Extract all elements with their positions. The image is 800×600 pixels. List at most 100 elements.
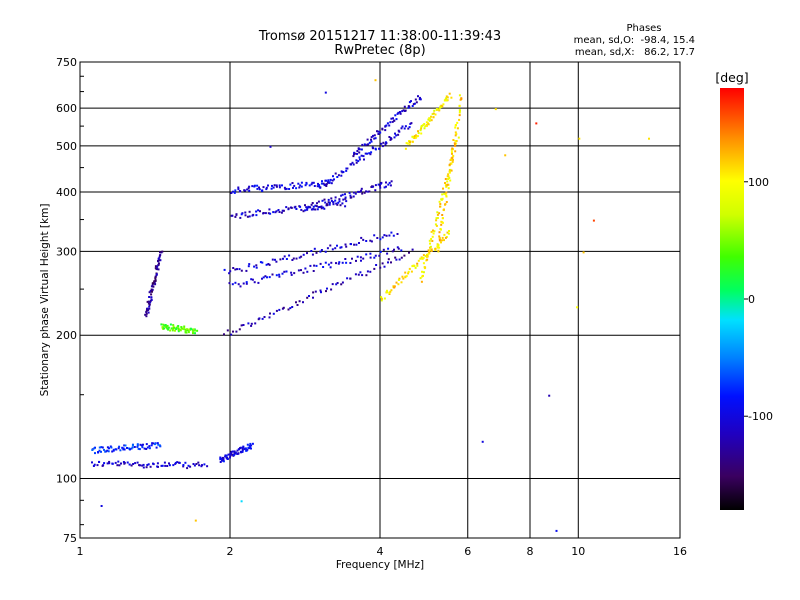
trace-point — [269, 312, 271, 315]
trace-point — [332, 201, 335, 204]
trace-point — [187, 464, 190, 467]
trace-point — [384, 143, 387, 146]
trace-point — [406, 142, 409, 145]
trace-point — [122, 447, 125, 450]
trace-point — [128, 448, 131, 451]
trace-point — [322, 266, 325, 268]
trace-point — [456, 127, 459, 130]
trace-point — [275, 274, 278, 277]
trace-point — [369, 239, 372, 242]
trace-point — [138, 448, 141, 451]
trace-point — [239, 447, 241, 450]
trace-point — [267, 184, 269, 187]
trace-point — [316, 202, 318, 205]
trace-point — [450, 162, 453, 165]
trace-point — [148, 305, 151, 308]
trace-point — [322, 206, 325, 209]
trace-point — [250, 447, 252, 450]
trace-point — [246, 215, 249, 218]
trace-point — [302, 253, 305, 256]
trace-point — [251, 185, 254, 188]
trace-point — [293, 272, 296, 275]
trace-point — [354, 273, 357, 276]
trace-point — [420, 257, 423, 260]
trace-point — [154, 278, 157, 281]
trace-point — [439, 205, 441, 208]
trace-point — [308, 184, 311, 187]
trace-point — [393, 136, 396, 139]
trace-point — [189, 465, 192, 468]
trace-point — [459, 109, 461, 112]
trace-point — [368, 152, 371, 155]
trace-point — [386, 122, 389, 125]
sporadic-point — [481, 440, 484, 443]
trace-point — [313, 264, 316, 267]
trace-point — [400, 256, 403, 259]
trace-point — [149, 301, 152, 304]
trace-point — [420, 132, 423, 135]
trace-point — [255, 264, 258, 267]
trace-point — [233, 191, 236, 194]
trace-point — [93, 463, 96, 466]
trace-point — [345, 245, 348, 248]
trace-point — [434, 249, 437, 251]
x-tick-label: 4 — [377, 545, 384, 558]
trace-point — [388, 234, 391, 237]
trace-point — [353, 243, 356, 246]
trace-point — [349, 262, 352, 264]
trace-point — [370, 140, 373, 143]
trace-point — [163, 327, 165, 330]
trace-point — [414, 98, 417, 101]
trace-point — [244, 211, 247, 214]
trace-point — [269, 212, 272, 215]
trace-point — [372, 134, 374, 137]
trace-point — [340, 194, 343, 197]
trace-point — [232, 190, 234, 193]
trace-point — [232, 267, 235, 269]
trace-point — [247, 265, 250, 268]
trace-point — [198, 464, 201, 467]
trace-point — [98, 446, 101, 449]
trace-point — [160, 323, 163, 326]
trace-point — [278, 273, 281, 276]
trace-point — [156, 265, 159, 268]
trace-point — [389, 290, 392, 293]
trace-point — [416, 135, 419, 138]
trace-point — [384, 129, 387, 132]
trace-point — [116, 464, 119, 467]
trace-point — [312, 205, 315, 208]
trace-point — [320, 291, 322, 294]
trace-point — [361, 274, 364, 277]
trace-point — [159, 259, 162, 262]
trace-point — [324, 250, 327, 253]
trace-point — [278, 184, 281, 187]
trace-point — [405, 275, 408, 278]
trace-point — [397, 279, 400, 281]
trace-point — [230, 450, 233, 453]
trace-point — [101, 446, 104, 449]
trace-point — [136, 444, 139, 447]
trace-point — [239, 285, 242, 288]
trace-point — [365, 190, 367, 193]
trace-point — [306, 296, 309, 299]
trace-point — [442, 187, 444, 190]
trace-point — [411, 140, 414, 143]
trace-point — [427, 123, 430, 126]
trace-point — [454, 131, 457, 134]
trace-point — [180, 327, 183, 330]
trace-point — [261, 189, 264, 192]
trace-point — [411, 105, 414, 107]
trace-point — [388, 293, 391, 295]
trace-point — [316, 208, 319, 211]
trace-point — [358, 151, 361, 154]
trace-point — [159, 444, 161, 447]
y-tick-label: 75 — [63, 532, 77, 545]
trace-point — [249, 445, 252, 448]
trace-point — [352, 195, 355, 198]
chart-title: Tromsø 20151217 11:38:00-11:39:43 — [258, 29, 501, 44]
trace-point — [380, 181, 383, 184]
trace-point — [358, 158, 361, 161]
trace-point — [245, 281, 248, 284]
trace-point — [420, 280, 423, 283]
trace-point — [351, 161, 354, 164]
